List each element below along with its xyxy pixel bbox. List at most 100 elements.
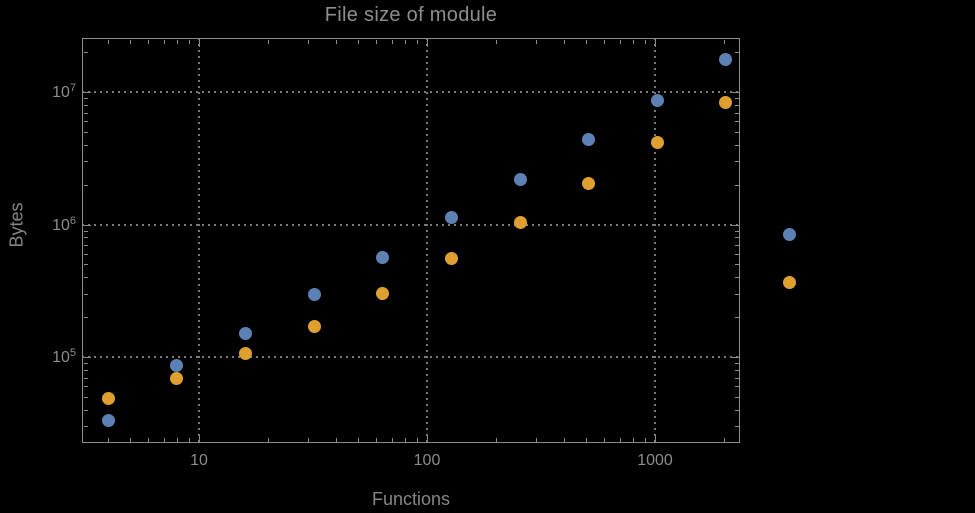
gridline-x-100 bbox=[426, 38, 428, 443]
data-point bbox=[783, 228, 797, 242]
tick-mark bbox=[644, 437, 646, 442]
data-point bbox=[307, 319, 321, 333]
tick-mark bbox=[83, 52, 88, 54]
tick-mark bbox=[734, 98, 739, 100]
tick-mark bbox=[83, 131, 88, 133]
tick-mark bbox=[586, 39, 588, 44]
tick-mark bbox=[188, 437, 190, 442]
tick-mark bbox=[376, 437, 378, 442]
data-point bbox=[650, 94, 664, 108]
tick-mark bbox=[734, 253, 739, 255]
tick-mark bbox=[130, 39, 132, 44]
y-tick-label-10e5: 105 bbox=[52, 346, 76, 367]
tick-mark bbox=[734, 386, 739, 388]
tick-mark bbox=[734, 121, 739, 123]
tick-mark bbox=[404, 39, 406, 44]
x-axis-label: Functions bbox=[371, 489, 451, 509]
tick-mark bbox=[358, 39, 360, 44]
tick-mark bbox=[734, 112, 739, 114]
tick-mark bbox=[734, 245, 739, 247]
gridline-y-10e7 bbox=[82, 91, 740, 93]
tick-mark bbox=[427, 434, 428, 442]
tick-mark bbox=[83, 104, 88, 106]
tick-mark bbox=[734, 317, 739, 319]
tick-mark bbox=[83, 426, 88, 428]
tick-mark bbox=[83, 363, 88, 365]
tick-mark bbox=[83, 369, 88, 371]
y-tick-label-10e7: 107 bbox=[52, 81, 76, 102]
data-point bbox=[239, 327, 253, 341]
data-point bbox=[719, 96, 733, 110]
tick-mark bbox=[427, 39, 428, 47]
y-tick-label-10e6: 106 bbox=[52, 214, 76, 234]
tick-mark bbox=[307, 39, 309, 44]
data-point bbox=[170, 371, 184, 385]
tick-mark bbox=[83, 293, 88, 295]
data-point bbox=[239, 347, 253, 361]
tick-mark bbox=[723, 437, 725, 442]
data-point bbox=[376, 251, 390, 265]
tick-mark bbox=[655, 434, 656, 442]
data-point bbox=[582, 132, 596, 146]
tick-mark bbox=[336, 437, 338, 442]
tick-mark bbox=[734, 377, 739, 379]
tick-mark bbox=[734, 144, 739, 146]
tick-mark bbox=[188, 39, 190, 44]
tick-mark bbox=[604, 437, 606, 442]
tick-mark bbox=[358, 437, 360, 442]
gridline-y-10e6 bbox=[82, 223, 740, 226]
tick-mark bbox=[734, 131, 739, 133]
tick-mark bbox=[199, 39, 200, 47]
tick-mark bbox=[130, 437, 132, 442]
tick-mark bbox=[376, 39, 378, 44]
tick-mark bbox=[655, 39, 656, 47]
tick-mark bbox=[723, 39, 725, 44]
x-tick-label-100: 100 bbox=[413, 452, 441, 469]
tick-mark bbox=[391, 39, 393, 44]
data-point bbox=[783, 275, 797, 289]
tick-mark bbox=[632, 437, 634, 442]
data-point bbox=[307, 288, 321, 302]
tick-mark bbox=[644, 39, 646, 44]
tick-mark bbox=[734, 264, 739, 266]
gridline-x-1000 bbox=[654, 38, 656, 443]
tick-mark bbox=[307, 437, 309, 442]
tick-mark bbox=[83, 386, 88, 388]
data-point bbox=[444, 252, 458, 266]
tick-mark bbox=[416, 39, 418, 44]
data-point bbox=[444, 211, 458, 225]
tick-mark bbox=[734, 161, 739, 163]
tick-mark bbox=[176, 437, 178, 442]
chart-title: File size of module bbox=[324, 4, 498, 26]
tick-mark bbox=[586, 437, 588, 442]
x-tick-label-10: 10 bbox=[190, 452, 208, 469]
tick-mark bbox=[734, 363, 739, 365]
gridline-y-10e5 bbox=[82, 356, 740, 358]
tick-mark bbox=[83, 264, 88, 266]
tick-mark bbox=[199, 434, 200, 442]
tick-mark bbox=[83, 121, 88, 123]
tick-mark bbox=[83, 396, 88, 398]
x-tick-label-1000: 1000 bbox=[637, 452, 673, 469]
tick-mark bbox=[176, 39, 178, 44]
tick-mark bbox=[604, 39, 606, 44]
plot-frame bbox=[82, 38, 740, 443]
data-point bbox=[376, 287, 390, 301]
data-point bbox=[650, 136, 664, 150]
tick-mark bbox=[734, 369, 739, 371]
tick-mark bbox=[416, 437, 418, 442]
tick-mark bbox=[108, 437, 110, 442]
tick-mark bbox=[404, 437, 406, 442]
gridline-x-10 bbox=[198, 38, 200, 443]
tick-mark bbox=[336, 39, 338, 44]
tick-mark bbox=[619, 437, 621, 442]
tick-mark bbox=[83, 317, 88, 319]
tick-mark bbox=[83, 92, 91, 93]
tick-mark bbox=[83, 184, 88, 186]
tick-mark bbox=[734, 409, 739, 411]
tick-mark bbox=[163, 437, 165, 442]
tick-mark bbox=[83, 230, 88, 232]
tick-mark bbox=[267, 437, 269, 442]
